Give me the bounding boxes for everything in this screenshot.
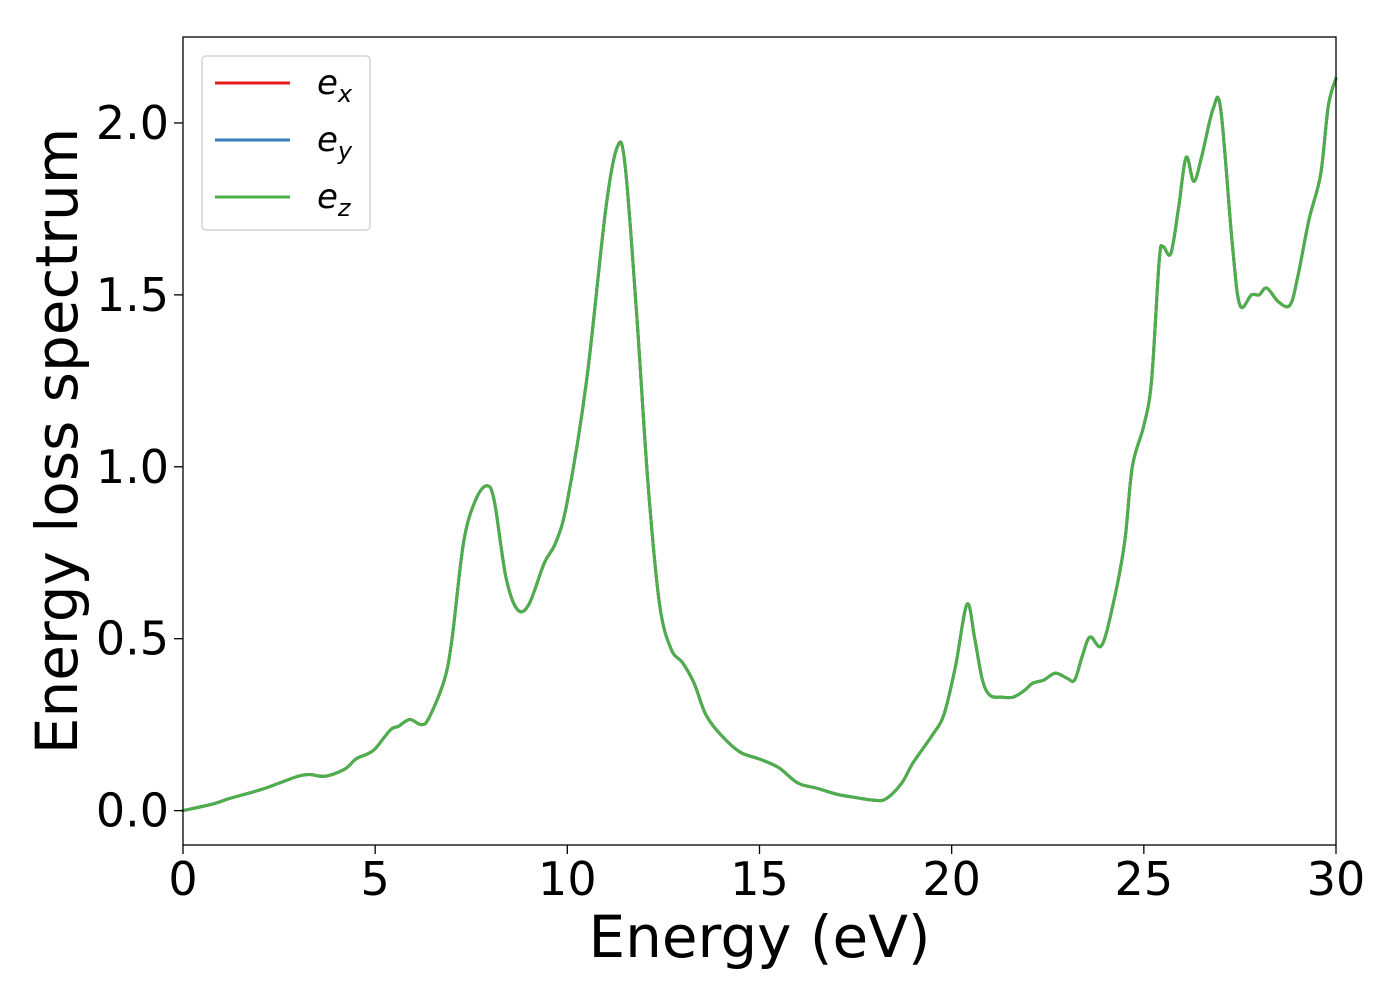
- legend-label: ex: [317, 63, 353, 108]
- series-line-e-z: [181, 76, 1338, 813]
- x-tick-label: 15: [730, 852, 789, 906]
- y-axis-ticks: 0.0 0.5 1.0 1.5 2.0: [96, 96, 183, 838]
- legend-label: ez: [317, 177, 352, 222]
- x-tick-label: 20: [922, 852, 981, 906]
- x-tick-label: 10: [538, 852, 597, 906]
- x-tick-label: 5: [361, 852, 390, 906]
- y-tick-label: 0.5: [96, 612, 169, 666]
- y-tick-label: 2.0: [96, 96, 169, 150]
- y-axis-label: Energy loss spectrum: [23, 128, 91, 754]
- y-tick-label: 1.0: [96, 440, 169, 494]
- series-layer: [181, 76, 1338, 813]
- legend-box: [201, 55, 371, 231]
- x-tick-label: 30: [1307, 852, 1366, 906]
- x-tick-label: 25: [1115, 852, 1174, 906]
- x-tick-label: 0: [168, 852, 197, 906]
- legend: ex ey ez: [201, 55, 371, 231]
- legend-label: ey: [317, 120, 353, 165]
- y-tick-label: 1.5: [96, 268, 169, 322]
- y-tick-label: 0.0: [96, 784, 169, 838]
- x-axis-label: Energy (eV): [588, 903, 930, 971]
- x-axis-ticks: 0 5 10 15 20 25 30: [168, 845, 1365, 906]
